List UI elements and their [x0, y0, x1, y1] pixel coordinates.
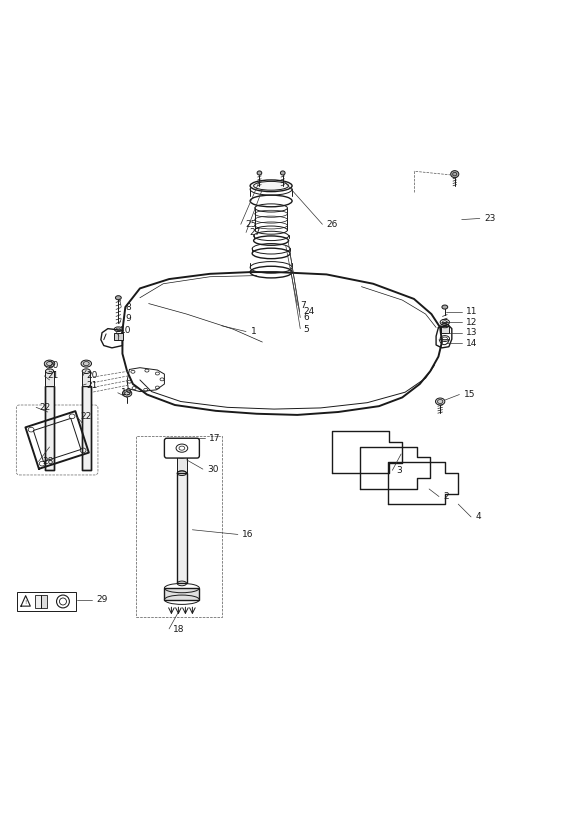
- Text: 28: 28: [42, 457, 54, 466]
- Text: 14: 14: [466, 339, 478, 348]
- Ellipse shape: [436, 398, 445, 405]
- Text: 30: 30: [207, 465, 219, 474]
- Text: 26: 26: [326, 220, 338, 229]
- Ellipse shape: [451, 171, 459, 178]
- Bar: [177, 456, 187, 473]
- Text: 13: 13: [466, 328, 478, 337]
- Bar: [136, 437, 222, 617]
- Text: 1: 1: [251, 327, 257, 336]
- Text: 7: 7: [300, 301, 306, 310]
- Text: 10: 10: [120, 325, 131, 335]
- Text: 11: 11: [466, 307, 478, 316]
- Text: 5: 5: [303, 325, 309, 334]
- Bar: [177, 473, 187, 583]
- Text: 20: 20: [48, 361, 59, 370]
- Ellipse shape: [81, 360, 92, 368]
- Text: 22: 22: [80, 412, 92, 421]
- Text: 25: 25: [245, 220, 257, 229]
- Bar: [441, 325, 449, 333]
- Bar: [164, 588, 199, 600]
- Ellipse shape: [45, 369, 54, 373]
- Ellipse shape: [44, 360, 55, 368]
- Ellipse shape: [115, 296, 121, 300]
- Text: 6: 6: [303, 313, 309, 322]
- Bar: [41, 595, 47, 608]
- Text: 21: 21: [86, 381, 98, 390]
- Text: 29: 29: [96, 595, 108, 604]
- Bar: [114, 333, 123, 339]
- Text: 15: 15: [463, 390, 475, 399]
- Text: 16: 16: [242, 530, 254, 539]
- Text: 21: 21: [48, 372, 59, 381]
- Text: 19: 19: [121, 388, 133, 397]
- Bar: [82, 386, 91, 471]
- Bar: [45, 386, 54, 471]
- Text: 23: 23: [484, 214, 496, 223]
- Ellipse shape: [82, 369, 90, 373]
- Text: 2: 2: [443, 492, 449, 501]
- Bar: [45, 371, 54, 386]
- Text: 27: 27: [250, 228, 261, 237]
- Text: !: !: [24, 600, 27, 605]
- Bar: [17, 592, 76, 611]
- Bar: [35, 595, 41, 608]
- Bar: [82, 371, 90, 386]
- Text: 24: 24: [303, 307, 314, 316]
- Text: 18: 18: [173, 625, 184, 634]
- Text: 4: 4: [475, 513, 481, 522]
- Text: 20: 20: [86, 372, 98, 381]
- Text: 9: 9: [125, 314, 131, 323]
- Text: 8: 8: [125, 302, 131, 311]
- Ellipse shape: [122, 390, 132, 397]
- Text: 17: 17: [209, 433, 220, 442]
- Text: 22: 22: [40, 403, 51, 412]
- Ellipse shape: [250, 180, 292, 192]
- Ellipse shape: [442, 305, 448, 309]
- Text: 3: 3: [396, 466, 402, 475]
- Ellipse shape: [257, 171, 262, 175]
- FancyBboxPatch shape: [164, 438, 199, 458]
- Text: 12: 12: [466, 318, 478, 327]
- Ellipse shape: [280, 171, 285, 175]
